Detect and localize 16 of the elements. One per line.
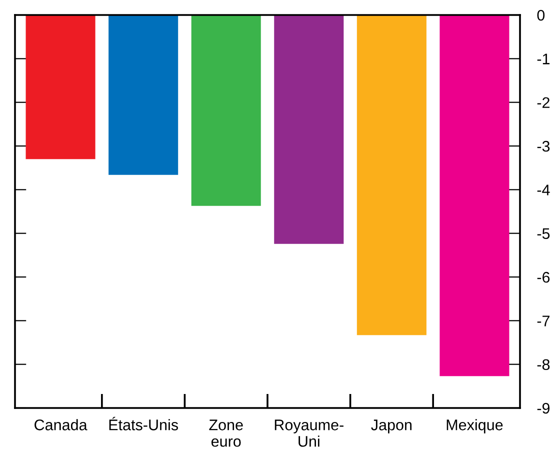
y-tick-label: -6	[537, 272, 550, 283]
x-tick-label: Mexique	[446, 419, 503, 434]
y-tick-label: -7	[537, 316, 550, 326]
y-tick-label: -9	[537, 402, 550, 414]
x-tick-label: Japon	[371, 420, 412, 434]
y-tick-label: -3	[537, 140, 550, 152]
x-tick-label: Royaume- Uni	[274, 420, 344, 447]
x-tick-label: États-Unis	[109, 416, 178, 430]
y-tick-label: -5	[537, 228, 550, 240]
y-tick-label: -1	[537, 54, 550, 64]
y-tick-label: -8	[537, 359, 550, 370]
y-tick-label: 0	[537, 10, 545, 21]
y-tick-label: -2	[537, 97, 550, 108]
y-tick-label: -4	[537, 184, 550, 196]
x-tick-label: Canada	[34, 419, 88, 430]
x-tick-label: Zone euro	[209, 420, 243, 447]
